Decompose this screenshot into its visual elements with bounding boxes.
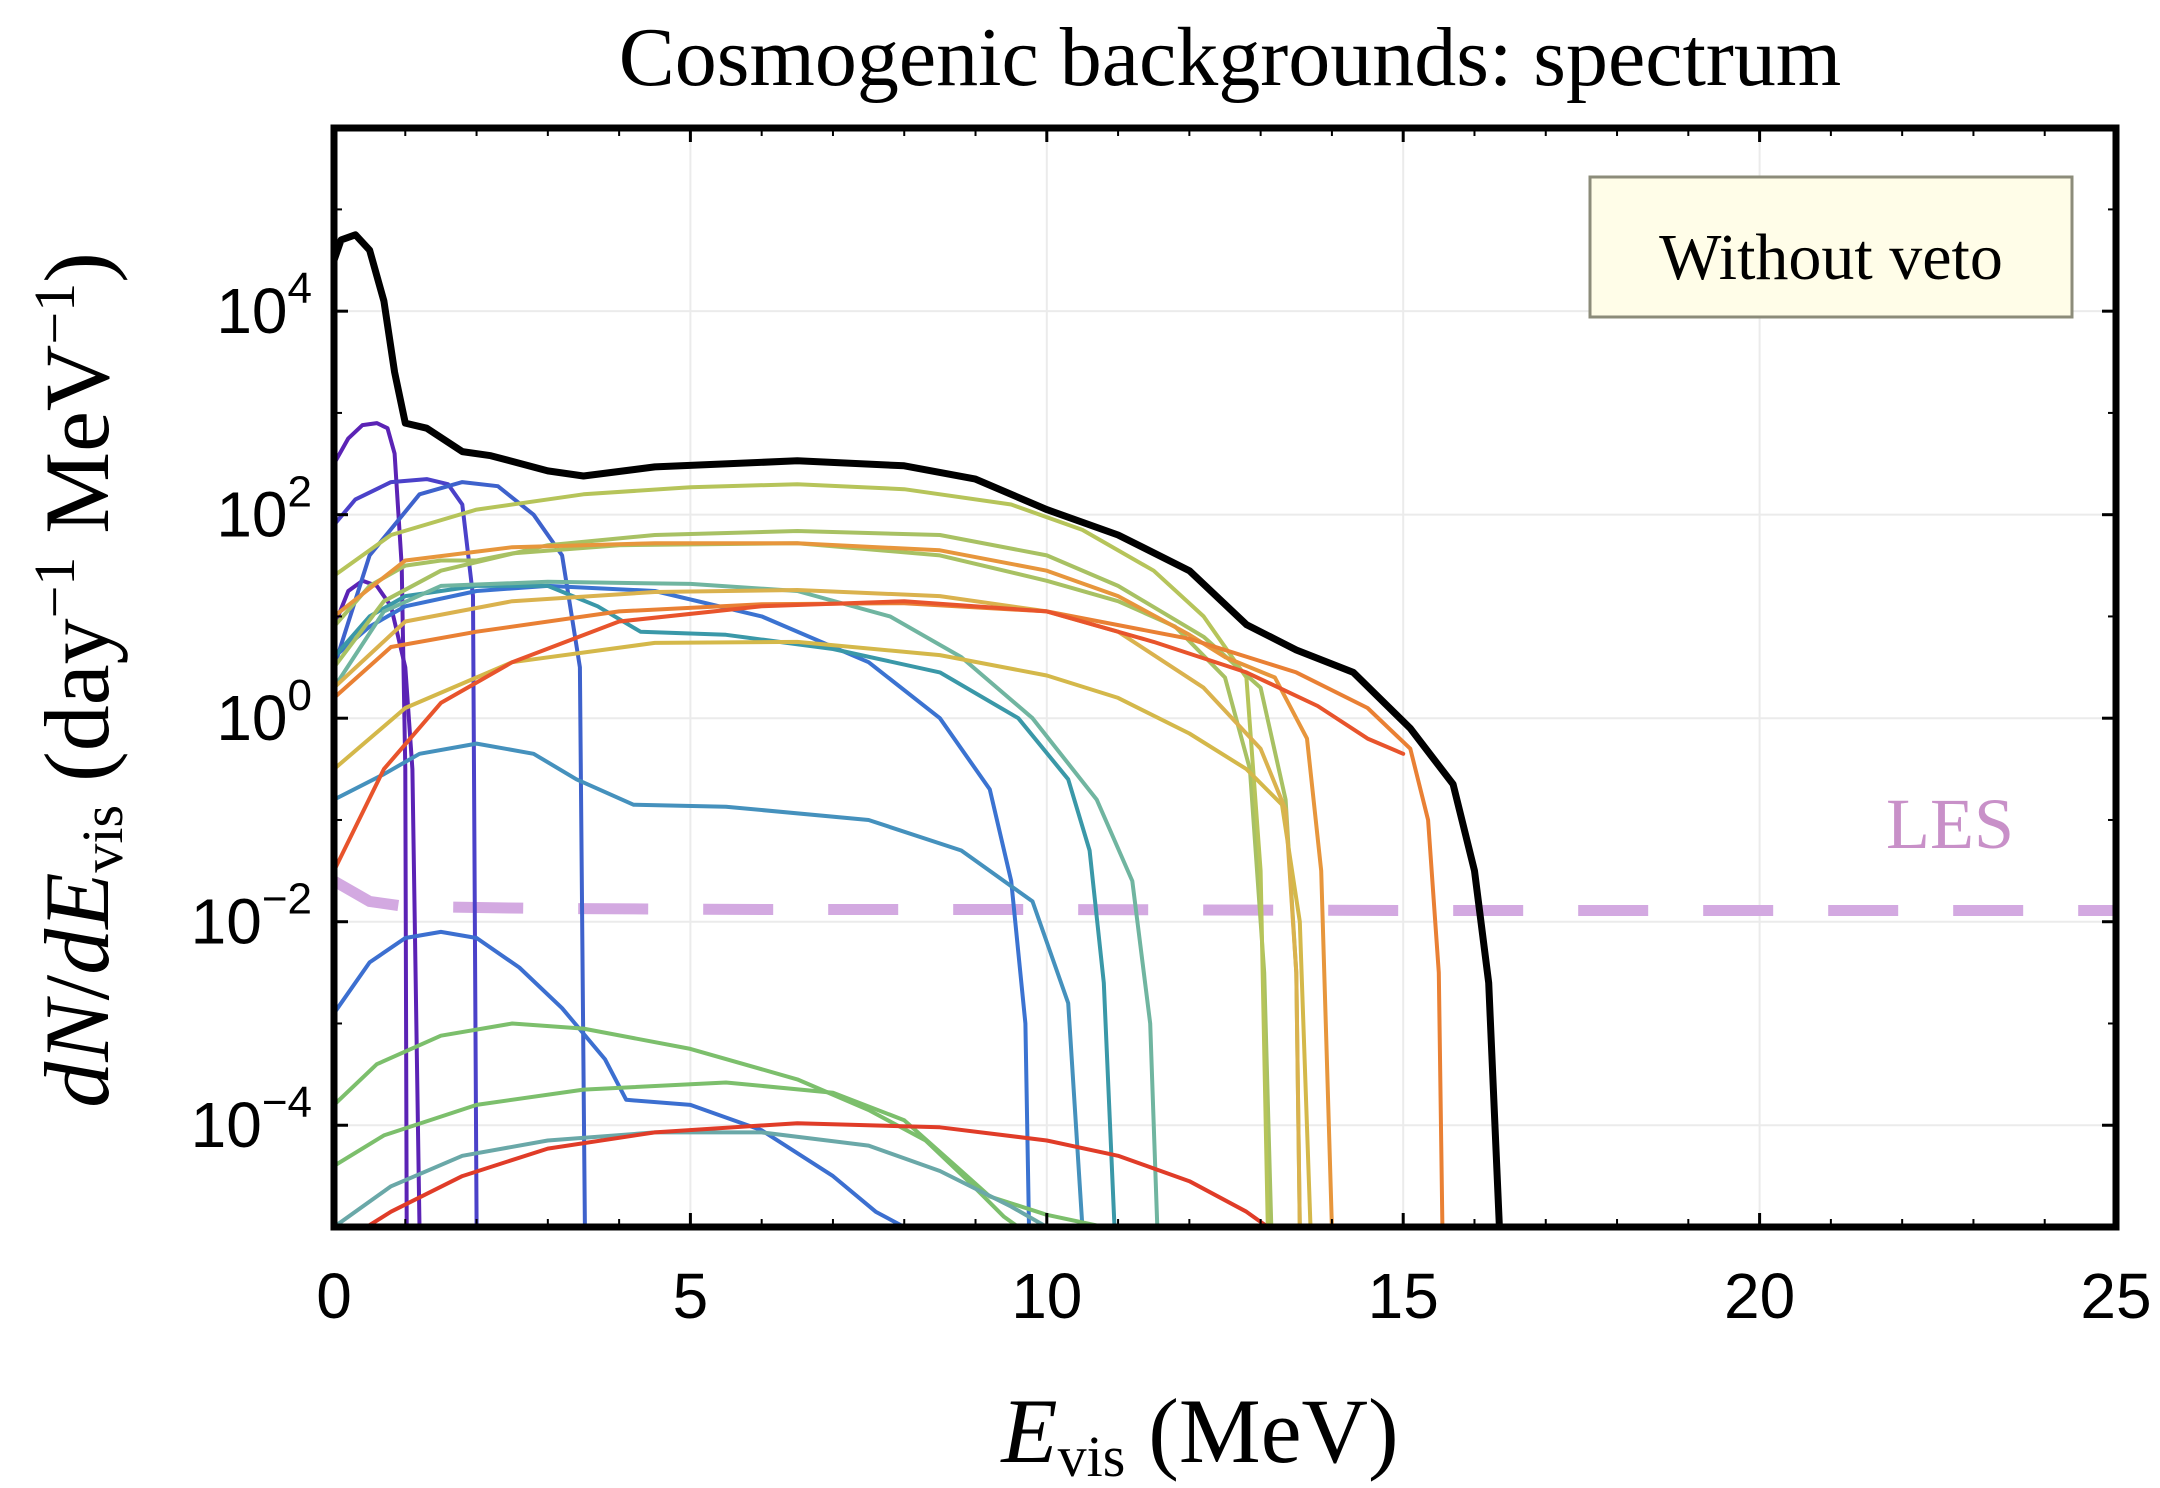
series-line-component-s bbox=[334, 601, 1445, 1227]
x-tick-label: 10 bbox=[1011, 1260, 1082, 1332]
series-line-component-b bbox=[334, 578, 422, 1227]
les-label: LES bbox=[1886, 784, 2014, 864]
x-tick-label: 15 bbox=[1368, 1260, 1439, 1332]
series-group bbox=[334, 421, 1445, 1227]
series-line-total bbox=[334, 231, 1503, 1227]
series-line-component-r bbox=[334, 541, 1334, 1227]
series-line-component-d bbox=[334, 480, 587, 1227]
les-curve-group bbox=[334, 876, 2116, 916]
axis-ticks: 0 5 10 15 20 25 104 102 100 10−2 10−4 bbox=[191, 128, 2152, 1332]
series-line-component-e bbox=[334, 929, 907, 1227]
x-axis-label: Evis (MeV) bbox=[999, 1380, 1398, 1488]
x-tick-label: 0 bbox=[316, 1260, 352, 1332]
series-line-component-k bbox=[334, 1080, 1106, 1227]
y-tick-label: 10−2 bbox=[191, 875, 312, 958]
y-tick-label: 102 bbox=[216, 468, 312, 551]
series-line-component-i bbox=[334, 579, 1160, 1227]
legend-box: Without veto bbox=[1588, 175, 2074, 319]
chart-title: Cosmogenic backgrounds: spectrum bbox=[619, 11, 1841, 104]
legend-text: Without veto bbox=[1659, 221, 2003, 294]
series-line-component-l bbox=[334, 1130, 1049, 1227]
x-tick-label: 5 bbox=[673, 1260, 709, 1332]
y-tick-label: 104 bbox=[216, 264, 312, 347]
series-line-component-f bbox=[334, 583, 1031, 1227]
series-line-component-o bbox=[334, 529, 1302, 1227]
x-tick-label: 25 bbox=[2080, 1260, 2151, 1332]
y-axis-label: dN/dEvis (day−1 MeV−1) bbox=[22, 252, 135, 1107]
series-line-component-c bbox=[334, 477, 479, 1227]
series-line-component-u bbox=[362, 1121, 1270, 1227]
x-tick-label: 20 bbox=[1724, 1260, 1795, 1332]
series-line-component-g bbox=[334, 741, 1085, 1227]
les-line bbox=[334, 876, 2116, 916]
plot-frame bbox=[330, 124, 2120, 1231]
series-line-component-a bbox=[334, 421, 409, 1227]
total-curve-group bbox=[334, 231, 1503, 1227]
y-tick-label: 100 bbox=[216, 671, 312, 754]
y-tick-label: 10−4 bbox=[191, 1078, 312, 1161]
series-line-component-t bbox=[334, 599, 1406, 873]
